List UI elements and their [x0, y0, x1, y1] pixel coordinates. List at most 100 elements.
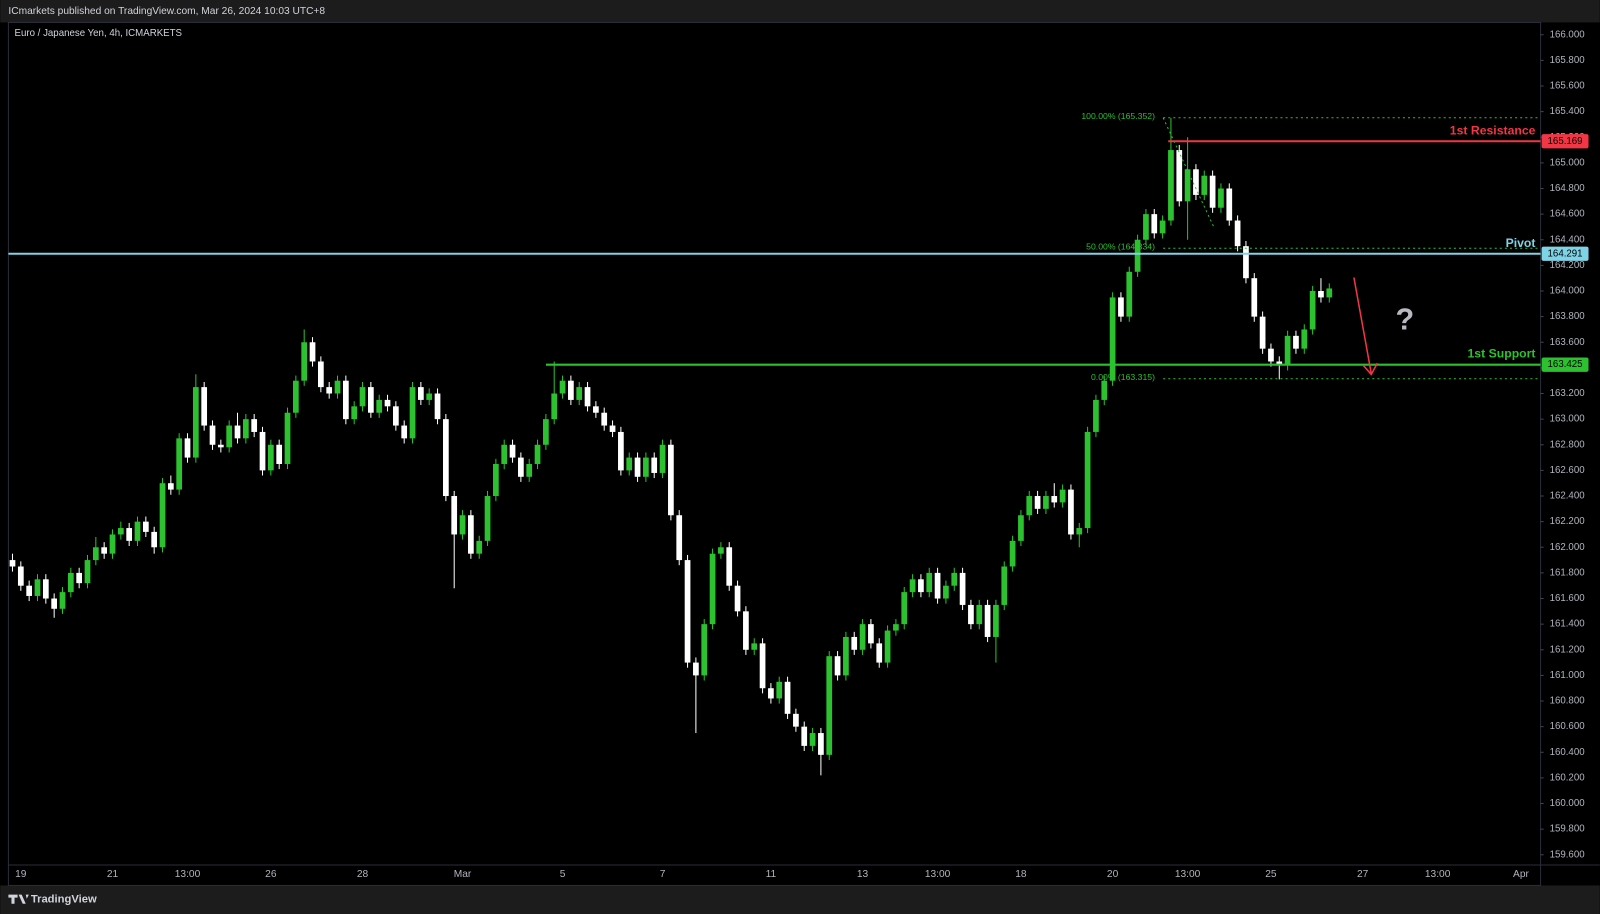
candle-body: [668, 444, 674, 516]
header-bar: [0, 0, 1600, 23]
arrow-shaft: [1353, 277, 1373, 374]
level-badge-label: 163.425: [1548, 359, 1583, 370]
candle-body: [67, 572, 74, 593]
x-tick-label: 13:00: [1425, 869, 1451, 880]
fib-label: 0.00% (163.315): [1091, 372, 1155, 382]
candle-body: [76, 572, 83, 584]
candle-body: [601, 412, 608, 426]
candle-body: [918, 579, 924, 593]
candle-body: [1143, 214, 1149, 240]
candle-body: [893, 624, 899, 631]
x-tick-label: 25: [1265, 869, 1277, 880]
candle-body: [1076, 528, 1083, 535]
candle-body: [818, 733, 824, 755]
x-tick-label: 13:00: [175, 869, 201, 880]
candle-body: [984, 604, 991, 637]
y-tick-label: 162.000: [1550, 542, 1586, 553]
candle-body: [326, 387, 333, 394]
candle-body: [42, 579, 49, 599]
candle-body: [242, 419, 249, 439]
arrow: [1353, 277, 1379, 376]
fib-label: 50.00% (164.334): [1086, 241, 1155, 251]
candle-body: [142, 521, 149, 532]
candle-body: [1276, 361, 1283, 366]
candle-body: [276, 444, 283, 464]
candle-body: [534, 444, 541, 464]
candle-body: [868, 624, 874, 644]
candle-body: [1193, 169, 1199, 195]
y-tick-label: 161.400: [1550, 619, 1586, 630]
candle-body: [651, 457, 658, 473]
x-tick-label: Apr: [1513, 869, 1529, 880]
y-tick-label: 163.000: [1550, 414, 1586, 425]
candle-body: [1134, 239, 1141, 272]
y-tick-label: 159.600: [1550, 849, 1586, 860]
x-tick-label: 13:00: [925, 869, 951, 880]
candle-body: [1218, 188, 1224, 208]
level-badge-label: 165.169: [1548, 136, 1583, 147]
candle-body: [1209, 175, 1216, 208]
logo-mark: [8, 894, 29, 904]
candle-body: [676, 515, 683, 561]
candle-body: [809, 733, 816, 746]
x-tick-label: 7: [660, 869, 666, 880]
candle-body: [759, 643, 766, 689]
candle-body: [709, 553, 716, 625]
candle-body: [1243, 246, 1249, 279]
y-tick-label: 160.400: [1550, 747, 1586, 758]
candle-body: [1059, 489, 1066, 503]
candle-body: [718, 547, 724, 554]
y-tick-label: 164.400: [1550, 234, 1586, 245]
x-tick-label: 27: [1357, 869, 1369, 880]
plot-frame: [7, 21, 1542, 886]
candle-body: [1084, 431, 1091, 529]
candle-body: [568, 380, 574, 400]
x-tick-label: 13:00: [1175, 869, 1201, 880]
candle-body: [476, 540, 483, 554]
candle-body: [584, 387, 591, 407]
y-tick-label: 160.200: [1550, 772, 1586, 783]
y-tick-label: 160.000: [1550, 798, 1586, 809]
candle-body: [359, 387, 366, 407]
candle-body: [26, 585, 33, 596]
candle-body: [959, 572, 966, 605]
candle-body: [159, 483, 166, 548]
chart-title: Euro / Japanese Yen, 4h, ICMARKETS: [15, 28, 183, 39]
candle-body: [993, 604, 999, 637]
y-tick-label: 161.800: [1550, 567, 1586, 578]
level-label: 1st Resistance: [1450, 123, 1536, 137]
candle-body: [793, 713, 799, 727]
x-tick-label: 26: [265, 869, 277, 880]
candle-body: [1284, 335, 1291, 366]
candle-body: [151, 531, 158, 548]
candle-body: [976, 604, 983, 625]
candle-body: [768, 688, 774, 699]
candle-body: [1159, 220, 1166, 234]
candle-body: [926, 572, 933, 593]
candle-body: [1109, 297, 1116, 381]
candle-body: [1201, 175, 1208, 195]
x-tick-label: 18: [1015, 869, 1027, 880]
candle-body: [859, 624, 866, 650]
y-tick-label: 161.200: [1550, 644, 1586, 655]
x-tick-label: 11: [766, 869, 777, 880]
candle-body: [1268, 348, 1274, 362]
candle-body: [167, 483, 174, 490]
candle-body: [1093, 399, 1099, 432]
candle-body: [826, 656, 833, 755]
candle-body: [526, 463, 533, 477]
candle-body: [609, 425, 616, 432]
candle-body: [784, 681, 791, 714]
candle-body: [1226, 188, 1233, 221]
candle-body: [751, 643, 758, 650]
fib-label: 100.00% (165.352): [1081, 111, 1155, 121]
candle-body: [593, 406, 599, 413]
candle-body: [1118, 297, 1124, 317]
candle-body: [551, 393, 558, 420]
candle-body: [459, 515, 466, 535]
candle-body: [17, 566, 24, 586]
y-tick-label: 160.800: [1550, 696, 1586, 707]
candle-body: [484, 496, 491, 541]
candle-body: [226, 425, 233, 448]
